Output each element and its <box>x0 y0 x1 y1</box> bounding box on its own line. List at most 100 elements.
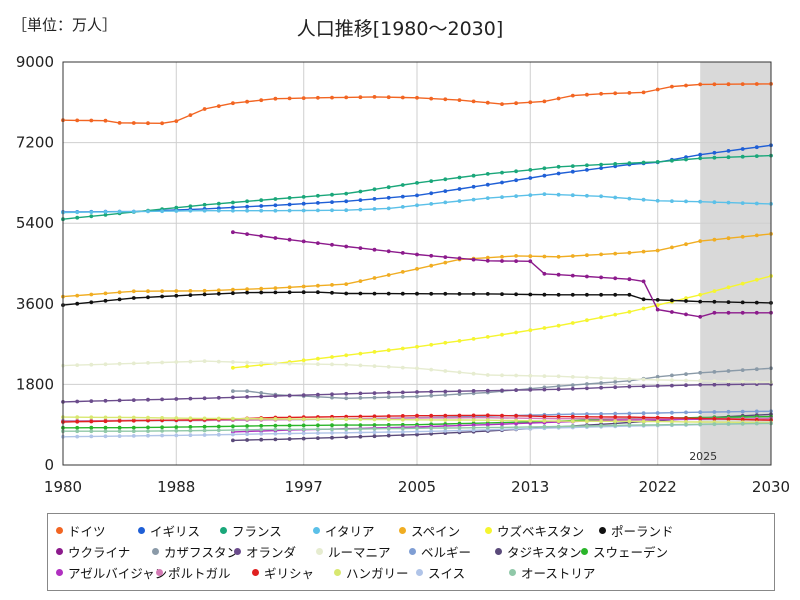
series-point <box>245 389 250 393</box>
series-point <box>740 379 745 384</box>
series-point <box>740 201 745 206</box>
series-point <box>740 300 745 305</box>
series-point <box>75 215 80 220</box>
series-point <box>174 119 179 123</box>
series-point <box>655 307 660 312</box>
legend-item: イタリア <box>313 520 399 541</box>
series-point <box>599 162 603 167</box>
series-point <box>216 291 221 296</box>
x-tick-label: 2030 <box>752 478 790 496</box>
series-point <box>245 416 250 421</box>
series-point <box>613 411 618 416</box>
series-point <box>372 364 377 368</box>
x-tick-label: 2022 <box>639 478 677 496</box>
series-point <box>259 361 264 365</box>
series-point <box>358 246 363 251</box>
series-point <box>400 417 405 422</box>
series-point <box>415 417 419 422</box>
series-point <box>117 415 122 420</box>
series-point <box>103 425 108 430</box>
series-point <box>429 429 434 434</box>
series-point <box>570 193 575 198</box>
series-point <box>429 367 434 372</box>
series-point <box>259 198 264 203</box>
forecast-shade <box>700 62 771 465</box>
series-point <box>613 423 618 428</box>
series-point <box>117 361 122 366</box>
series-point <box>259 432 264 436</box>
series-point <box>655 298 660 302</box>
legend-item: スウェーデン <box>581 541 695 562</box>
series-point <box>570 321 575 325</box>
series-point <box>330 392 334 397</box>
series-point <box>344 191 349 196</box>
series-point <box>344 396 349 401</box>
series-point <box>698 378 703 383</box>
series-point <box>514 169 518 174</box>
series-point <box>712 416 717 421</box>
series-point <box>443 291 448 296</box>
legend-dot-icon <box>313 527 320 534</box>
series-point <box>301 284 306 289</box>
series-point <box>670 310 674 314</box>
series-point <box>599 381 603 385</box>
series-point <box>684 378 688 383</box>
series-point <box>670 199 674 204</box>
series-point <box>131 425 136 430</box>
legend-label: カザフスタン <box>164 545 240 560</box>
series-point <box>670 84 674 89</box>
series-point <box>216 359 221 364</box>
series-point <box>485 292 490 296</box>
series-point <box>202 288 207 293</box>
series-point <box>712 310 717 315</box>
series-point <box>712 410 717 414</box>
series-point <box>514 330 518 335</box>
series-point <box>202 433 207 437</box>
legend-label: ドイツ <box>68 524 106 539</box>
series-point <box>344 414 349 419</box>
series-point <box>202 428 207 433</box>
series-point <box>160 429 165 433</box>
series-point <box>245 432 250 437</box>
series-point <box>117 398 122 403</box>
series-point <box>316 356 320 361</box>
series-point <box>698 422 703 427</box>
series-point <box>542 424 547 429</box>
series-point <box>726 409 731 414</box>
series-point <box>386 249 391 254</box>
series-point <box>415 429 419 434</box>
legend-dot-icon <box>399 527 406 534</box>
series-point <box>698 314 703 319</box>
series-point <box>613 251 618 256</box>
series-point <box>330 427 334 432</box>
series-point <box>344 199 349 204</box>
series-point <box>443 389 448 394</box>
series-point <box>641 419 646 424</box>
legend-label: オーストリア <box>521 566 596 581</box>
series-point <box>103 213 108 217</box>
series-point <box>89 214 94 219</box>
series-point <box>457 98 462 102</box>
series-point <box>316 290 320 295</box>
series-point <box>259 416 264 421</box>
x-tick-label: 2013 <box>511 478 549 496</box>
series-point <box>372 291 377 296</box>
series-point <box>754 82 759 86</box>
series-point <box>330 423 334 428</box>
series-point <box>698 156 703 161</box>
series-point <box>273 208 278 213</box>
series-10 <box>61 359 773 385</box>
series-point <box>684 296 688 301</box>
series-point <box>528 414 533 418</box>
legend-item: ギリシャ <box>252 562 334 583</box>
series-point <box>740 409 745 414</box>
series-point <box>216 432 221 437</box>
series-point <box>245 199 250 204</box>
series-point <box>89 415 94 420</box>
series-point <box>570 254 575 258</box>
series-point <box>599 412 603 416</box>
series-point <box>655 160 660 164</box>
series-point <box>670 373 674 378</box>
series-point <box>556 414 561 419</box>
series-point <box>528 425 533 429</box>
